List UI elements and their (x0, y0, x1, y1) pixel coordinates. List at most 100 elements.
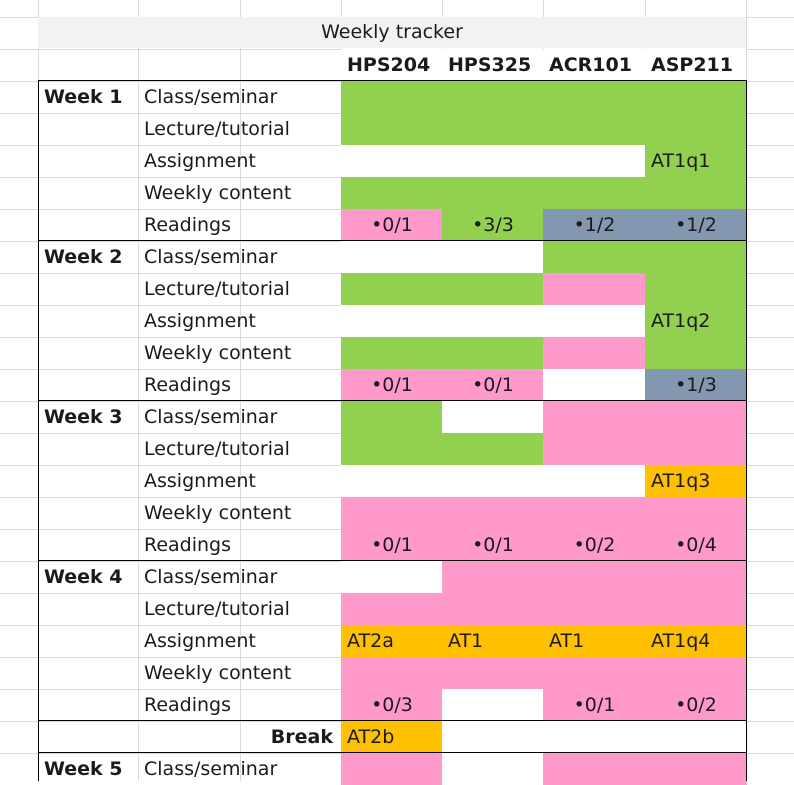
status-cell[interactable] (341, 337, 443, 369)
status-cell[interactable]: •1/3 (645, 369, 747, 401)
status-cell[interactable] (543, 497, 646, 529)
status-cell[interactable] (341, 177, 443, 209)
status-cell[interactable] (645, 113, 747, 145)
status-cell[interactable]: AT1q3 (645, 465, 747, 497)
row-item-label[interactable]: Weekly content (144, 342, 292, 364)
status-cell[interactable]: •1/2 (645, 209, 747, 241)
row-item-label[interactable]: Class/seminar (144, 246, 278, 268)
row-item-label[interactable]: Lecture/tutorial (144, 118, 290, 140)
status-cell[interactable] (543, 593, 646, 625)
status-cell[interactable] (341, 401, 443, 433)
status-cell[interactable] (645, 401, 747, 433)
status-cell[interactable] (341, 273, 443, 305)
status-cell[interactable] (543, 305, 646, 337)
week-label[interactable] (38, 209, 138, 241)
status-cell[interactable] (442, 721, 544, 753)
week-label[interactable]: Week 1 (44, 86, 123, 108)
status-cell[interactable] (442, 593, 544, 625)
week-label[interactable]: Week 2 (44, 246, 123, 268)
status-cell[interactable] (543, 145, 646, 177)
week-label[interactable]: Week 3 (44, 406, 123, 428)
status-cell[interactable]: •0/1 (341, 369, 443, 401)
status-cell[interactable] (442, 753, 544, 785)
week-label[interactable] (38, 625, 138, 657)
week-label[interactable]: Week 4 (44, 566, 123, 588)
status-cell[interactable] (341, 241, 443, 273)
status-cell[interactable] (442, 273, 544, 305)
status-cell[interactable]: •1/2 (543, 209, 646, 241)
week-label[interactable] (38, 145, 138, 177)
status-cell[interactable]: •0/1 (341, 209, 443, 241)
status-cell[interactable] (645, 561, 747, 593)
status-cell[interactable] (543, 753, 646, 785)
status-cell[interactable] (543, 113, 646, 145)
status-cell[interactable] (442, 433, 544, 465)
status-cell[interactable]: •0/1 (442, 369, 544, 401)
row-item-label[interactable]: Readings (144, 374, 232, 396)
status-cell[interactable] (442, 305, 544, 337)
week-label[interactable] (38, 657, 138, 689)
status-cell[interactable]: AT1 (543, 625, 646, 657)
row-item-label[interactable]: Assignment (144, 150, 256, 172)
status-cell[interactable]: •0/3 (341, 689, 443, 721)
course-header-asp211[interactable]: ASP211 (645, 49, 746, 81)
row-item-label[interactable]: Readings (144, 214, 232, 236)
week-label[interactable] (38, 337, 138, 369)
status-cell[interactable] (442, 561, 544, 593)
status-cell[interactable] (543, 433, 646, 465)
row-item-label[interactable]: Class/seminar (144, 86, 278, 108)
row-item-label[interactable]: Assignment (144, 630, 256, 652)
row-item-label[interactable]: Lecture/tutorial (144, 598, 290, 620)
status-cell[interactable] (341, 593, 443, 625)
course-header-acr101[interactable]: ACR101 (543, 49, 645, 81)
week-label[interactable]: Break (270, 726, 333, 748)
status-cell[interactable] (543, 273, 646, 305)
status-cell[interactable] (543, 177, 646, 209)
week-label[interactable] (38, 593, 138, 625)
status-cell[interactable] (442, 241, 544, 273)
status-cell[interactable] (543, 369, 646, 401)
row-item-label[interactable]: Weekly content (144, 182, 292, 204)
status-cell[interactable] (341, 305, 443, 337)
status-cell[interactable] (442, 337, 544, 369)
week-label[interactable] (38, 433, 138, 465)
status-cell[interactable] (645, 657, 747, 689)
course-header-hps204[interactable]: HPS204 (341, 49, 442, 81)
row-item-label[interactable]: Weekly content (144, 662, 292, 684)
status-cell[interactable] (442, 177, 544, 209)
row-item-label[interactable]: Readings (144, 534, 232, 556)
week-label[interactable] (38, 497, 138, 529)
course-header-hps325[interactable]: HPS325 (442, 49, 543, 81)
status-cell[interactable] (543, 465, 646, 497)
row-item-label[interactable]: Assignment (144, 470, 256, 492)
status-cell[interactable] (442, 113, 544, 145)
status-cell[interactable] (341, 753, 443, 785)
status-cell[interactable] (341, 657, 443, 689)
row-item-label[interactable]: Class/seminar (144, 406, 278, 428)
row-item-label[interactable]: Readings (144, 694, 232, 716)
status-cell[interactable] (645, 433, 747, 465)
status-cell[interactable] (442, 497, 544, 529)
status-cell[interactable] (645, 241, 747, 273)
week-label[interactable] (38, 177, 138, 209)
status-cell[interactable]: AT1 (442, 625, 544, 657)
status-cell[interactable] (341, 433, 443, 465)
row-item-label[interactable]: Lecture/tutorial (144, 278, 290, 300)
status-cell[interactable] (442, 145, 544, 177)
week-label[interactable] (38, 529, 138, 561)
week-label[interactable] (38, 465, 138, 497)
status-cell[interactable] (543, 657, 646, 689)
status-cell[interactable] (341, 497, 443, 529)
status-cell[interactable]: AT1q2 (645, 305, 747, 337)
status-cell[interactable] (645, 753, 747, 785)
status-cell[interactable] (442, 81, 544, 113)
week-label[interactable]: Week 5 (44, 758, 123, 780)
status-cell[interactable] (543, 81, 646, 113)
status-cell[interactable] (341, 145, 443, 177)
row-item-label[interactable]: Class/seminar (144, 758, 278, 780)
status-cell[interactable]: AT2a (341, 625, 443, 657)
status-cell[interactable] (645, 177, 747, 209)
status-cell[interactable] (341, 561, 443, 593)
row-item-label[interactable]: Weekly content (144, 502, 292, 524)
